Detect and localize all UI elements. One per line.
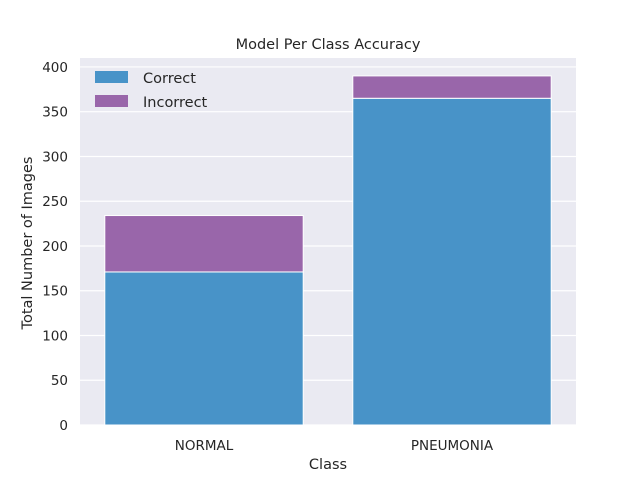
bars [104,75,552,426]
y-tick-label: 250 [42,194,68,210]
bar-incorrect-normal [104,215,304,273]
chart-title: Model Per Class Accuracy [236,37,421,53]
y-tick-label: 400 [42,60,68,76]
bar-incorrect-pneumonia [352,75,552,99]
y-tick-label: 150 [42,284,68,300]
y-tick-label: 200 [42,239,68,255]
y-tick-label: 50 [51,373,68,389]
x-tick-label: NORMAL [175,438,234,454]
legend-swatch [95,71,128,83]
y-tick-label: 350 [42,105,68,121]
legend-label: Correct [143,71,196,87]
legend-label: Incorrect [143,95,208,111]
y-axis-ticks: 0 50 100 150 200 250 300 350 400 [42,60,68,434]
y-tick-label: 0 [59,418,68,434]
legend: Correct Incorrect [95,71,208,111]
y-tick-label: 100 [42,328,68,344]
y-axis-label: Total Number of Images [20,157,36,331]
legend-swatch [95,95,128,107]
bar-correct-pneumonia [352,97,552,426]
x-axis-label: Class [309,457,347,473]
y-tick-label: 300 [42,149,68,165]
x-axis-ticks: NORMAL PNEUMONIA [175,438,494,454]
bar-correct-normal [104,271,304,426]
x-tick-label: PNEUMONIA [411,438,494,454]
